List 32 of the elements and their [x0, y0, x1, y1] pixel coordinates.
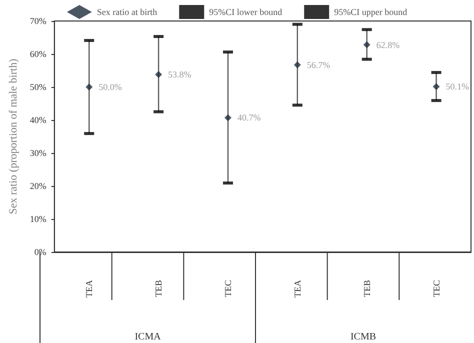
y-tick-label: 60% — [30, 49, 47, 59]
data-label: 40.7% — [237, 112, 262, 123]
legend-label: Sex ratio at birth — [96, 7, 158, 17]
data-label: 50.1% — [446, 82, 470, 92]
y-axis-title: Sex ratio (proportion of male birth) — [8, 58, 20, 214]
point — [224, 114, 232, 122]
legend-label: 95%CI lower bound — [209, 7, 283, 17]
data-label: 56.7% — [306, 60, 331, 70]
point — [294, 61, 301, 68]
x-tick-label: TEA — [84, 280, 94, 298]
x-tick-label: TEC — [222, 280, 233, 297]
data-label: 62.8% — [376, 40, 400, 50]
text: ICMB — [350, 332, 376, 342]
point — [86, 84, 93, 90]
legend-label: 95%CI upper bound — [334, 7, 408, 17]
y-tick-label: 50% — [30, 82, 47, 92]
data-label: 50.0% — [98, 82, 122, 92]
y-tick-label: 30% — [30, 148, 47, 158]
data-label: 53.8% — [168, 69, 192, 80]
point — [432, 83, 440, 90]
point — [363, 41, 370, 48]
y-tick-label: 70% — [30, 16, 47, 26]
y-tick-label: 0% — [34, 247, 47, 257]
x-tick-label: TEA — [292, 280, 302, 298]
y-tick-label: 10% — [30, 214, 47, 224]
x-tick-label: TEB — [154, 280, 164, 297]
y-tick-label: 40% — [30, 115, 47, 125]
point — [155, 70, 162, 78]
text: ICMA — [134, 332, 162, 342]
y-tick-label: 20% — [30, 181, 47, 191]
x-tick-label: TEC — [431, 280, 442, 297]
x-tick-label: TEB — [362, 280, 372, 297]
